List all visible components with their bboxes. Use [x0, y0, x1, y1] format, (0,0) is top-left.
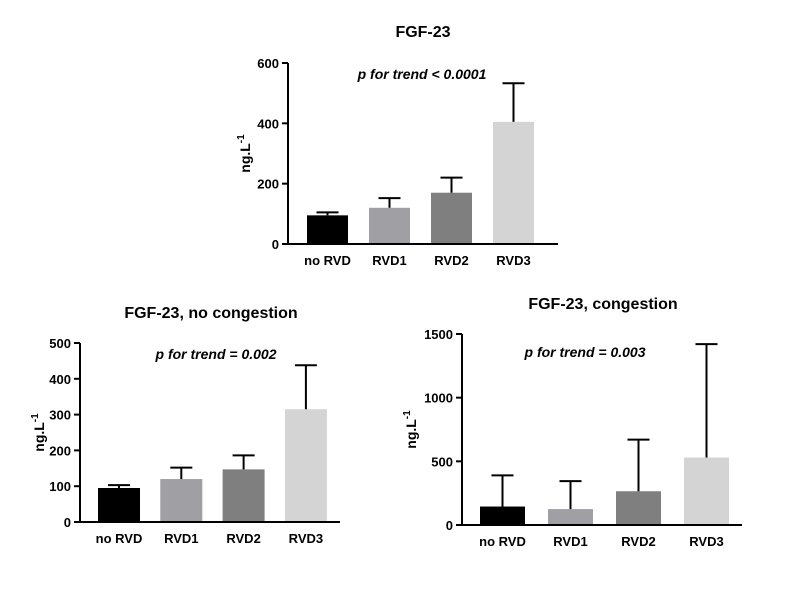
y-tick-label: 100: [49, 479, 71, 494]
y-tick-label: 600: [257, 56, 279, 71]
trend-annotation: p for trend = 0.002: [155, 346, 277, 362]
bar-rvd3: [684, 457, 729, 525]
bar-rvd3: [284, 409, 327, 522]
chart-title: FGF-23: [395, 24, 450, 41]
x-tick-label: RVD2: [434, 253, 468, 268]
chart-panel-1: FGF-23 p for trend < 0.0001 no RVD RVD1 RVD2…: [236, 24, 558, 268]
bar-no-rvd: [480, 506, 525, 525]
bar-rvd2: [616, 491, 661, 525]
x-tick-label: RVD1: [164, 531, 198, 546]
x-tick-label: no RVD: [304, 253, 351, 268]
y-axis-label: ng.L-1: [30, 413, 47, 452]
chart-title: FGF-23, no congestion: [124, 305, 297, 322]
y-tick-label: 1500: [424, 327, 453, 342]
x-tick-label: RVD3: [496, 253, 530, 268]
x-tick-label: RVD1: [372, 253, 406, 268]
y-tick-label: 300: [49, 408, 71, 423]
bar-rvd2: [431, 192, 472, 244]
y-axis-label-unit: ng.L: [403, 419, 419, 449]
y-tick-label: 400: [257, 116, 279, 131]
bar-rvd1: [160, 479, 203, 522]
chart-panel-3: FGF-23, congestion p for trend = 0.003 no …: [402, 296, 742, 549]
y-tick-label: 1000: [424, 391, 453, 406]
x-tick-label: RVD1: [553, 534, 587, 549]
x-tick-label: RVD3: [289, 531, 323, 546]
y-tick-label: 200: [257, 177, 279, 192]
bar-rvd3: [493, 121, 534, 244]
y-axis-label: ng.L-1: [402, 410, 419, 449]
y-tick-label: 0: [446, 518, 453, 533]
x-tick-label: no RVD: [479, 534, 526, 549]
y-tick-label: 200: [49, 443, 71, 458]
bar-rvd1: [369, 207, 410, 244]
trend-annotation: p for trend = 0.003: [524, 344, 646, 360]
bar-no-rvd: [307, 215, 348, 244]
y-axis-label: ng.L-1: [236, 134, 253, 173]
y-axis-label-unit: ng.L: [237, 143, 253, 173]
bar-rvd1: [548, 509, 593, 525]
y-tick-label: 400: [49, 372, 71, 387]
bar-rvd2: [222, 469, 265, 522]
y-tick-label: 500: [49, 336, 71, 351]
chart-panel-2: FGF-23, no congestion p for trend = 0.002…: [30, 305, 340, 546]
bar-no-rvd: [98, 487, 140, 522]
x-tick-label: no RVD: [96, 531, 143, 546]
y-tick-label: 0: [64, 515, 71, 530]
x-tick-label: RVD3: [689, 534, 723, 549]
y-axis-label-superscript: -1: [30, 413, 41, 422]
trend-annotation: p for trend < 0.0001: [357, 66, 487, 82]
y-axis-label-superscript: -1: [236, 134, 247, 143]
x-tick-label: RVD2: [226, 531, 260, 546]
x-tick-label: RVD2: [621, 534, 655, 549]
y-tick-label: 500: [431, 454, 453, 469]
chart-title: FGF-23, congestion: [528, 296, 677, 313]
y-tick-label: 0: [272, 237, 279, 252]
y-axis-label-unit: ng.L: [31, 422, 47, 452]
y-axis-label-superscript: -1: [402, 410, 413, 419]
